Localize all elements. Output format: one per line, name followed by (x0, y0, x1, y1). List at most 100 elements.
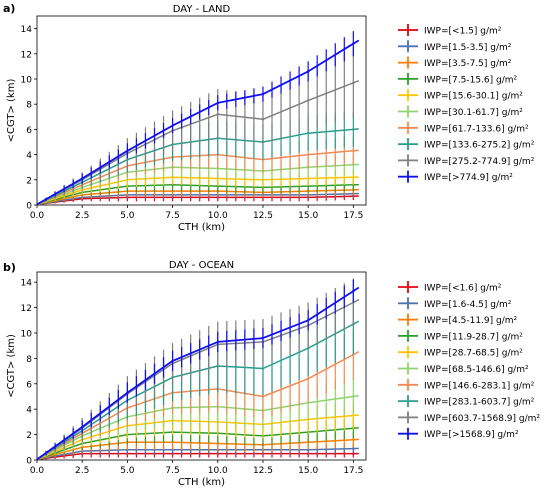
data-point (80, 425, 84, 429)
data-point (216, 340, 219, 344)
y-tick-label: 10 (21, 76, 33, 86)
legend-label: IWP=[68.5-146.6] g/m² (424, 365, 529, 375)
legend-label: IWP=[3.5-7.5] g/m² (424, 59, 512, 69)
y-tick-label: 8 (26, 101, 32, 111)
data-point (80, 177, 84, 180)
series-group (37, 278, 360, 460)
legend-label: IWP=[1.5-3.5] g/m² (424, 43, 512, 53)
data-point (306, 99, 310, 102)
data-point (306, 153, 310, 156)
y-tick-label: 12 (21, 50, 32, 60)
x-tick-label: 7.5 (165, 211, 179, 221)
legend-label: IWP=[7.5-15.6] g/m² (424, 75, 518, 85)
legend-label: IWP=[61.7-133.6] g/m² (424, 124, 529, 134)
y-tick-label: 12 (21, 304, 32, 314)
legend-label: IWP=[603.7-1568.9] g/m² (424, 414, 540, 424)
data-point (261, 336, 265, 340)
legend-label: IWP=[275.2-774.9] g/m² (424, 157, 535, 167)
y-tick-label: 10 (21, 329, 33, 339)
x-tick-label: 10.0 (208, 211, 228, 221)
series-line (37, 452, 359, 460)
x-tick-label: 0.0 (30, 211, 45, 221)
data-point (352, 81, 355, 84)
data-point (352, 414, 355, 417)
data-point (352, 128, 355, 131)
x-tick-label: 5.0 (120, 211, 135, 221)
x-tick-label: 17.5 (343, 211, 363, 221)
legend-label: IWP=[4.5-11.9] g/m² (424, 316, 518, 326)
chart-title: DAY - OCEAN (169, 260, 234, 271)
data-point (306, 319, 310, 322)
data-point (352, 395, 355, 398)
panel-label: a) (3, 2, 15, 15)
data-point (216, 101, 219, 105)
data-point (306, 377, 310, 380)
legend-label: IWP=[1.6-4.5] g/m² (424, 300, 512, 310)
data-point (171, 359, 174, 363)
data-point (352, 176, 355, 179)
y-tick-label: 8 (26, 355, 32, 365)
y-axis-label: <CGT> (km) (6, 79, 17, 143)
series-line (37, 299, 360, 460)
data-point (37, 458, 39, 460)
data-point (306, 177, 310, 180)
y-tick-label: 6 (26, 380, 32, 390)
plot-frame (36, 15, 367, 206)
legend-label: IWP=[>1568.9] g/m² (424, 430, 519, 440)
y-tick-label: 0 (26, 457, 32, 467)
chart-title: DAY - LAND (173, 4, 231, 15)
legend-label: IWP=[146.6-283.1] g/m² (424, 381, 535, 391)
x-tick-label: 12.5 (253, 466, 273, 476)
legend-label: IWP=[>774.9] g/m² (424, 173, 513, 183)
series-group (37, 31, 360, 205)
x-axis-label: CTH (km) (178, 222, 225, 233)
y-tick-label: 2 (26, 176, 32, 186)
legend-label: IWP=[<1.6] g/m² (424, 284, 502, 294)
data-point (261, 92, 265, 96)
legend-label: IWP=[133.6-275.2] g/m² (424, 141, 535, 151)
data-point (261, 395, 265, 398)
y-tick-label: 4 (26, 406, 32, 416)
data-point (126, 391, 129, 394)
y-tick-label: 0 (26, 202, 32, 212)
x-tick-label: 5.0 (120, 466, 135, 476)
data-point (261, 118, 265, 121)
y-tick-label: 14 (21, 279, 33, 289)
y-axis-label: <CGT> (km) (6, 334, 17, 398)
y-tick-label: 4 (26, 151, 32, 161)
data-point (216, 113, 219, 116)
x-axis-label: CTH (km) (178, 477, 225, 487)
legend-label: IWP=[283.1-603.7] g/m² (424, 398, 535, 408)
legend-label: IWP=[30.1-61.7] g/m² (424, 108, 523, 118)
x-tick-label: 15.0 (298, 466, 318, 476)
data-point (306, 70, 310, 73)
legend-label: IWP=[28.7-68.5] g/m² (424, 349, 523, 359)
series-line (37, 286, 360, 460)
panel-label: b) (3, 261, 16, 274)
data-point (306, 131, 310, 135)
legend-label: IWP=[<1.5] g/m² (424, 27, 502, 37)
series-line (37, 414, 359, 460)
x-tick-label: 17.5 (343, 466, 363, 476)
x-tick-label: 2.5 (75, 466, 89, 476)
x-tick-label: 7.5 (165, 466, 179, 476)
data-point (352, 42, 355, 45)
data-point (37, 203, 39, 205)
x-tick-label: 10.0 (208, 466, 228, 476)
legend-label: IWP=[11.9-28.7] g/m² (424, 332, 523, 342)
series-line (37, 39, 360, 205)
x-tick-label: 15.0 (298, 211, 318, 221)
data-point (352, 149, 355, 153)
y-tick-label: 14 (21, 25, 33, 35)
data-point (352, 289, 355, 293)
y-tick-label: 6 (26, 126, 32, 136)
data-point (261, 367, 265, 370)
data-point (352, 447, 355, 450)
data-point (126, 149, 129, 153)
data-point (352, 438, 355, 441)
legend-label: IWP=[15.6-30.1] g/m² (424, 92, 523, 102)
x-tick-label: 2.5 (75, 211, 89, 221)
x-tick-label: 0.0 (30, 466, 45, 476)
